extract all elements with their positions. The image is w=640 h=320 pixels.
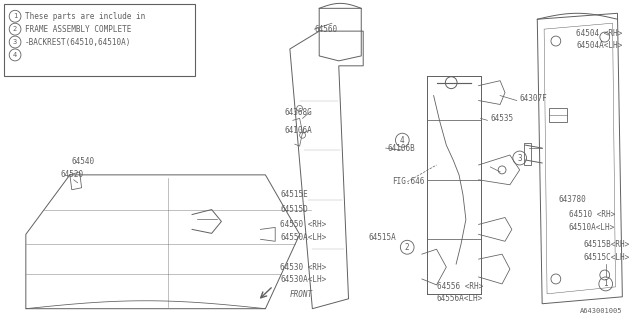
Text: -BACKREST(64510,64510A): -BACKREST(64510,64510A) <box>25 37 131 46</box>
Text: 64520: 64520 <box>60 170 83 180</box>
Text: 1: 1 <box>13 13 17 19</box>
Bar <box>4 4 195 76</box>
Text: 64556A<LH>: 64556A<LH> <box>436 294 483 303</box>
Text: 64530A<LH>: 64530A<LH> <box>280 276 326 284</box>
Text: 64556 <RH>: 64556 <RH> <box>436 282 483 292</box>
Text: 64515B<RH>: 64515B<RH> <box>583 240 630 249</box>
Text: 64540: 64540 <box>72 157 95 166</box>
Text: 643780: 643780 <box>559 195 586 204</box>
Bar <box>549 108 566 122</box>
Bar <box>524 143 531 165</box>
Text: 64515C<LH>: 64515C<LH> <box>583 253 630 262</box>
Text: A643001005: A643001005 <box>580 308 622 314</box>
Text: 2: 2 <box>405 243 410 252</box>
Text: These parts are include in: These parts are include in <box>25 12 145 21</box>
Text: 4: 4 <box>13 52 17 58</box>
Text: 3: 3 <box>517 154 522 163</box>
Text: 64560: 64560 <box>314 25 337 34</box>
Text: 64368G: 64368G <box>285 108 312 117</box>
Text: FRONT: FRONT <box>290 290 313 299</box>
Text: 64515D: 64515D <box>280 205 308 214</box>
Text: 64535: 64535 <box>490 114 513 123</box>
Text: 64504 <RH>: 64504 <RH> <box>576 28 622 38</box>
Text: 64510 <RH>: 64510 <RH> <box>568 210 615 219</box>
Text: 2: 2 <box>13 26 17 32</box>
Text: FRAME ASSEMBLY COMPLETE: FRAME ASSEMBLY COMPLETE <box>25 25 131 34</box>
Text: 64550A<LH>: 64550A<LH> <box>280 233 326 242</box>
Text: 64530 <RH>: 64530 <RH> <box>280 263 326 272</box>
Text: 64550 <RH>: 64550 <RH> <box>280 220 326 229</box>
Text: 4: 4 <box>400 136 404 145</box>
Text: 3: 3 <box>13 39 17 45</box>
Text: 64106A: 64106A <box>285 126 312 135</box>
Text: 64510A<LH>: 64510A<LH> <box>568 223 615 232</box>
Text: 64106B: 64106B <box>388 144 415 153</box>
Text: 64515E: 64515E <box>280 190 308 199</box>
Text: 64307F: 64307F <box>520 94 547 103</box>
Text: 64515A: 64515A <box>368 233 396 242</box>
Text: 1: 1 <box>604 279 608 288</box>
Text: 64504A<LH>: 64504A<LH> <box>576 42 622 51</box>
Text: FIG.646: FIG.646 <box>392 177 425 186</box>
